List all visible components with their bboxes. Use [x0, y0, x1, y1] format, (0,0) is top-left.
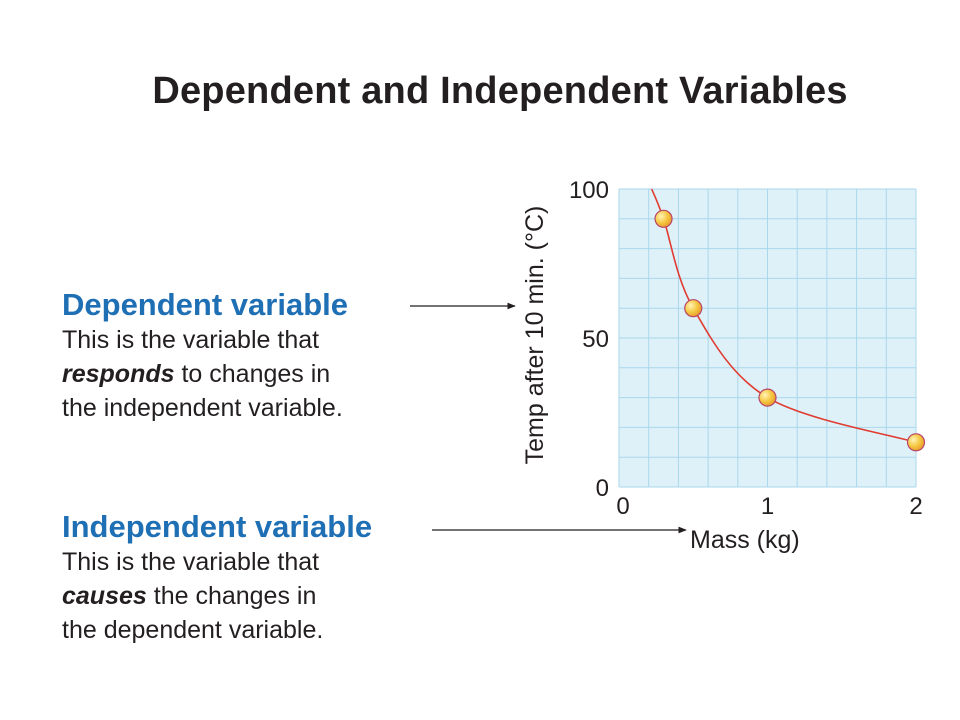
- independent-emphasis: causes: [62, 582, 147, 610]
- x-tick-label: 1: [761, 493, 774, 520]
- dependent-line-2-rest: to changes in: [174, 360, 331, 388]
- dependent-emphasis: responds: [62, 360, 175, 388]
- data-point-4: [906, 433, 926, 452]
- x-tick-label: 0: [616, 493, 629, 520]
- dependent-line-3: the independent variable.: [62, 394, 343, 422]
- independent-variable-heading: Independent variable: [62, 509, 373, 544]
- independent-line-3: the dependent variable.: [62, 616, 324, 644]
- dependent-variable-heading: Dependent variable: [62, 287, 348, 322]
- y-tick-label: 0: [596, 475, 609, 502]
- independent-variable-block: Independent variable This is the variabl…: [62, 509, 372, 647]
- independent-line-2-rest: the changes in: [146, 582, 317, 610]
- data-point-2: [684, 299, 703, 318]
- dependent-line-2: responds to changes in: [62, 357, 348, 391]
- grid: [618, 188, 917, 488]
- dependent-line-1: This is the variable that: [62, 326, 320, 354]
- data-points: [654, 209, 926, 452]
- tick-labels: 0 1 2 0 50 100: [569, 177, 923, 520]
- x-tick-label: 2: [909, 493, 922, 520]
- dependent-variable-block: Dependent variable This is the variable …: [62, 287, 348, 425]
- page-title: Dependent and Independent Variables: [152, 70, 848, 112]
- y-tick-label: 50: [582, 326, 609, 353]
- independent-line-1: This is the variable that: [62, 548, 320, 576]
- y-axis-label: Temp after 10 min. (°C): [521, 206, 549, 465]
- independent-line-2: causes the changes in: [62, 579, 372, 613]
- y-tick-label: 100: [569, 177, 609, 204]
- data-point-1: [654, 209, 673, 228]
- data-point-3: [758, 388, 777, 407]
- x-axis-label: Mass (kg): [690, 526, 800, 554]
